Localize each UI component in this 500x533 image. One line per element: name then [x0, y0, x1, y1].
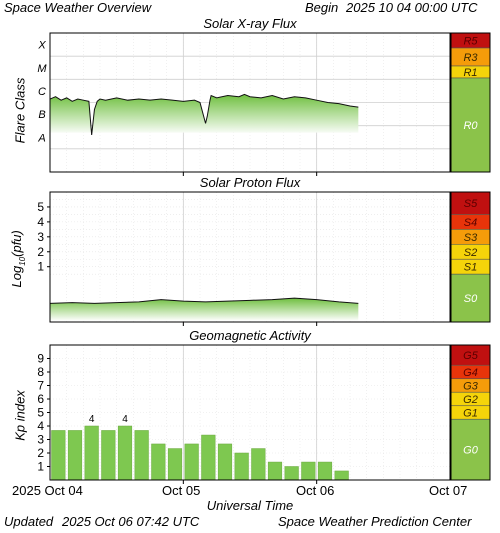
xray-class-x: X [37, 40, 46, 52]
xray-title: Solar X-ray Flux [203, 16, 297, 31]
kp-bar-3 [101, 430, 116, 481]
kp-bar-5 [134, 430, 149, 481]
proton-frame [49, 191, 451, 323]
kp-bar-8 [184, 443, 199, 481]
kp-bar-1 [67, 430, 83, 481]
xray-flux-line [49, 93, 359, 135]
kp-ytick-label: 6 [37, 392, 44, 406]
kp-bar-4 [117, 425, 133, 481]
xray-flux-area [50, 94, 359, 135]
kp-scale-frame [450, 344, 491, 481]
xray-class-b: B [38, 109, 45, 121]
updated-value: 2025 Oct 06 07:42 UTC [62, 514, 200, 529]
proton-scale-label-s4: S4 [464, 217, 477, 229]
kp-bar-13 [267, 461, 283, 481]
proton-flux-area [50, 298, 359, 321]
kp-bar-17 [334, 470, 349, 481]
kp-bar-6 [151, 443, 166, 481]
proton-scale-label-s3: S3 [464, 232, 478, 244]
xray-class-c: C [38, 86, 46, 98]
xray-scale-frame [450, 32, 491, 173]
proton-scale-label-s0: S0 [464, 293, 478, 305]
kp-data-label: 4 [122, 414, 128, 425]
x-tick-oct05: Oct 05 [162, 483, 201, 498]
kp-bar-9 [201, 434, 216, 481]
xray-frame [49, 32, 451, 173]
kp-data-label: 4 [89, 414, 95, 425]
proton-scale-label-s5: S5 [464, 198, 478, 210]
kp-ytick-label: 9 [37, 352, 44, 366]
proton-ytick-label: 1 [37, 260, 44, 274]
x-axis-title: Universal Time [206, 498, 294, 513]
begin-value: 2025 10 04 00:00 UTC [346, 0, 478, 15]
kp-ytick-label: 2 [37, 446, 44, 460]
xray-scale-label-r1: R1 [463, 67, 477, 79]
kp-bar-11 [234, 452, 249, 481]
kp-scale-label-g0: G0 [463, 445, 479, 457]
kp-scale-label-g3: G3 [463, 381, 479, 393]
kp-frame [49, 344, 451, 481]
begin-label: Begin [305, 0, 339, 15]
xray-scale-label-r0: R0 [463, 120, 478, 132]
app-title: Space Weather Overview [4, 0, 152, 15]
xray-class-a: A [37, 132, 45, 144]
kp-ytick-label: 4 [37, 419, 44, 433]
x-tick-oct06: Oct 06 [296, 483, 335, 498]
swpc-credit: Space Weather Prediction Center [278, 514, 472, 529]
proton-ytick-label: 3 [37, 230, 44, 244]
kp-ytick-label: 3 [37, 433, 44, 447]
kp-scale-label-g2: G2 [463, 394, 478, 406]
kp-bar-16 [317, 461, 333, 481]
xray-scale-label-r5: R5 [463, 36, 478, 48]
x-tick-oct07: Oct 07 [429, 483, 468, 498]
kp-ytick-label: 7 [37, 379, 44, 393]
kp-ytick-label: 5 [37, 406, 44, 420]
xray-scale-box [450, 77, 491, 173]
xray-class-m: M [37, 63, 47, 75]
proton-flux-line [49, 297, 359, 304]
kp-bar-0 [51, 430, 66, 481]
kp-bar-7 [167, 448, 183, 481]
proton-title: Solar Proton Flux [199, 175, 301, 190]
proton-scale-label-s1: S1 [464, 262, 477, 274]
kp-ytick-label: 1 [37, 460, 44, 474]
kp-ytick-label: 8 [37, 365, 44, 379]
proton-ytick-label: 2 [37, 245, 44, 259]
x-start-label: 2025 Oct 04 [12, 483, 83, 498]
updated-label: Updated [4, 514, 54, 529]
kp-bar-12 [251, 448, 266, 481]
kp-scale-label-g5: G5 [463, 350, 479, 362]
kp-bar-10 [217, 443, 233, 481]
kp-bar-14 [284, 466, 299, 481]
kp-bar-15 [301, 461, 316, 481]
geomag-title: Geomagnetic Activity [189, 328, 311, 343]
kp-bar-2 [84, 425, 99, 481]
xray-scale-label-r3: R3 [463, 52, 478, 64]
kp-scale-label-g1: G1 [463, 408, 478, 420]
proton-scale-label-s2: S2 [464, 247, 477, 259]
proton-scale-frame [450, 191, 491, 323]
proton-ytick-label: 4 [37, 215, 44, 229]
proton-ytick-label: 5 [37, 200, 44, 214]
kp-scale-label-g4: G4 [463, 367, 478, 379]
